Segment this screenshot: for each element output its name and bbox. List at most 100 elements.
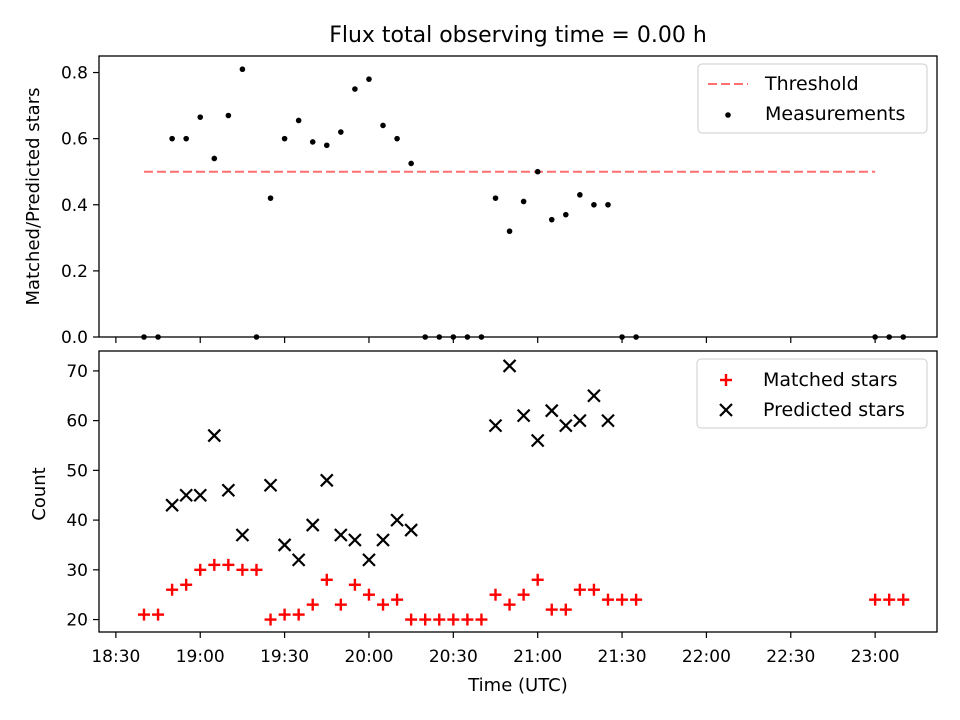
count-panel: 20 30 40 50 60 70 18:30 19:00 19:30 20:00 20:30 21… (29, 350, 938, 696)
predicted-stars-point (207, 428, 222, 443)
predicted-stars-point (291, 553, 306, 567)
ratio-y-tick-label: 0.4 (61, 196, 88, 216)
ratio-x-ticks (115, 337, 876, 343)
matched-stars-point (559, 603, 572, 616)
predicted-legend-swatch (719, 403, 733, 417)
predicted-stars-point (179, 488, 193, 503)
ratio-marks (141, 66, 907, 340)
matched-stars-point (208, 558, 221, 571)
count-y-axis-label: Count (29, 467, 50, 520)
count-y-tick-label: 40 (66, 511, 88, 531)
measurement-point (366, 76, 372, 82)
predicted-stars-point (193, 488, 208, 503)
predicted-stars-point (305, 518, 320, 532)
count-legend: Matched stars Predicted stars (696, 358, 928, 429)
count-x-tick-label: 18:30 (91, 647, 140, 667)
matched-stars-point (897, 593, 910, 606)
matched-stars-point (475, 613, 488, 626)
matched-stars-point (419, 613, 432, 626)
ratio-y-axis-label: Matched/Predicted stars (23, 88, 44, 306)
count-x-tick-label: 21:30 (598, 647, 647, 667)
predicted-stars-point (221, 483, 236, 498)
count-x-tick-label: 21:00 (513, 647, 562, 667)
matched-stars-point (334, 598, 347, 611)
matched-stars-point (278, 608, 291, 621)
measurement-point (591, 201, 597, 208)
matched-stars-point (264, 613, 277, 626)
matched-stars-point (869, 593, 882, 606)
matched-stars-point (601, 593, 614, 606)
predicted-stars-point (502, 359, 517, 373)
count-x-tick-label: 19:00 (176, 647, 225, 667)
predicted-stars-point (277, 538, 292, 552)
predicted-stars-point (573, 413, 587, 428)
predicted-stars-point (559, 418, 573, 433)
matched-stars-point (545, 603, 558, 616)
matched-stars-point (883, 593, 896, 606)
measurement-point (534, 168, 541, 175)
measurements-legend-label: Measurements (765, 103, 905, 125)
count-x-tick-label: 20:00 (344, 647, 393, 667)
measurement-point (408, 160, 414, 167)
count-y-tick-label: 20 (66, 611, 88, 631)
matched-stars-point (489, 588, 502, 601)
matched-stars-point (166, 583, 179, 596)
threshold-legend-label: Threshold (764, 73, 859, 95)
measurement-point (380, 122, 386, 129)
measurement-point (239, 66, 246, 73)
count-y-tick-label: 60 (66, 412, 88, 432)
matched-stars-point (236, 563, 249, 576)
measurement-point (605, 201, 611, 208)
count-x-tick-label: 20:30 (429, 647, 478, 667)
measurement-point (506, 228, 513, 235)
measurement-point (225, 112, 232, 119)
matched-stars-point (630, 593, 643, 606)
count-axes-frame (98, 350, 938, 633)
matched-stars-point (306, 598, 319, 611)
measurement-point (548, 216, 555, 223)
predicted-stars-point (516, 408, 531, 423)
matched-stars-point (573, 583, 586, 596)
matched-stars-point (222, 558, 235, 571)
count-x-tick-label: 22:00 (682, 647, 731, 667)
measurement-point (352, 86, 358, 92)
matched-legend-swatch (720, 374, 732, 386)
predicted-stars-point (601, 413, 615, 428)
matched-stars-point (362, 588, 375, 601)
measurements-legend-swatch (725, 112, 731, 118)
matched-stars-point (503, 598, 516, 611)
measurement-point (492, 195, 499, 201)
count-y-ticks: 20 30 40 50 60 70 (66, 362, 99, 631)
measurement-point (169, 135, 175, 142)
predicted-legend-label: Predicted stars (763, 399, 905, 421)
ratio-legend: Threshold Measurements (697, 63, 928, 134)
measurement-point (323, 142, 330, 149)
count-y-tick-label: 70 (66, 362, 88, 382)
predicted-stars-point (263, 478, 278, 493)
matched-legend-label: Matched stars (763, 369, 897, 391)
matched-stars-point (517, 588, 530, 601)
matched-stars-point (137, 608, 150, 621)
matched-stars-point (292, 608, 305, 621)
measurement-point (295, 117, 302, 124)
predicted-stars-point (165, 498, 179, 512)
matched-stars-point (250, 563, 263, 576)
predicted-stars-point (488, 418, 503, 433)
matched-stars-point (405, 613, 418, 626)
measurement-point (267, 195, 274, 201)
matched-stars-point (433, 613, 446, 626)
measurement-point (197, 114, 204, 120)
predicted-stars-point (544, 403, 559, 418)
matched-stars-point (461, 613, 474, 626)
count-marks (137, 359, 910, 626)
matched-stars-point (194, 563, 207, 576)
ratio-y-tick-label: 0.6 (61, 130, 88, 150)
measurement-point (394, 135, 400, 142)
predicted-stars-point (320, 473, 334, 488)
ratio-axes-frame (98, 55, 938, 338)
chart-title: Flux total observing time = 0.00 h (329, 23, 707, 48)
predicted-stars-point (404, 523, 418, 537)
measurement-point (338, 129, 344, 135)
measurement-point (520, 198, 527, 205)
matched-stars-point (320, 573, 333, 586)
